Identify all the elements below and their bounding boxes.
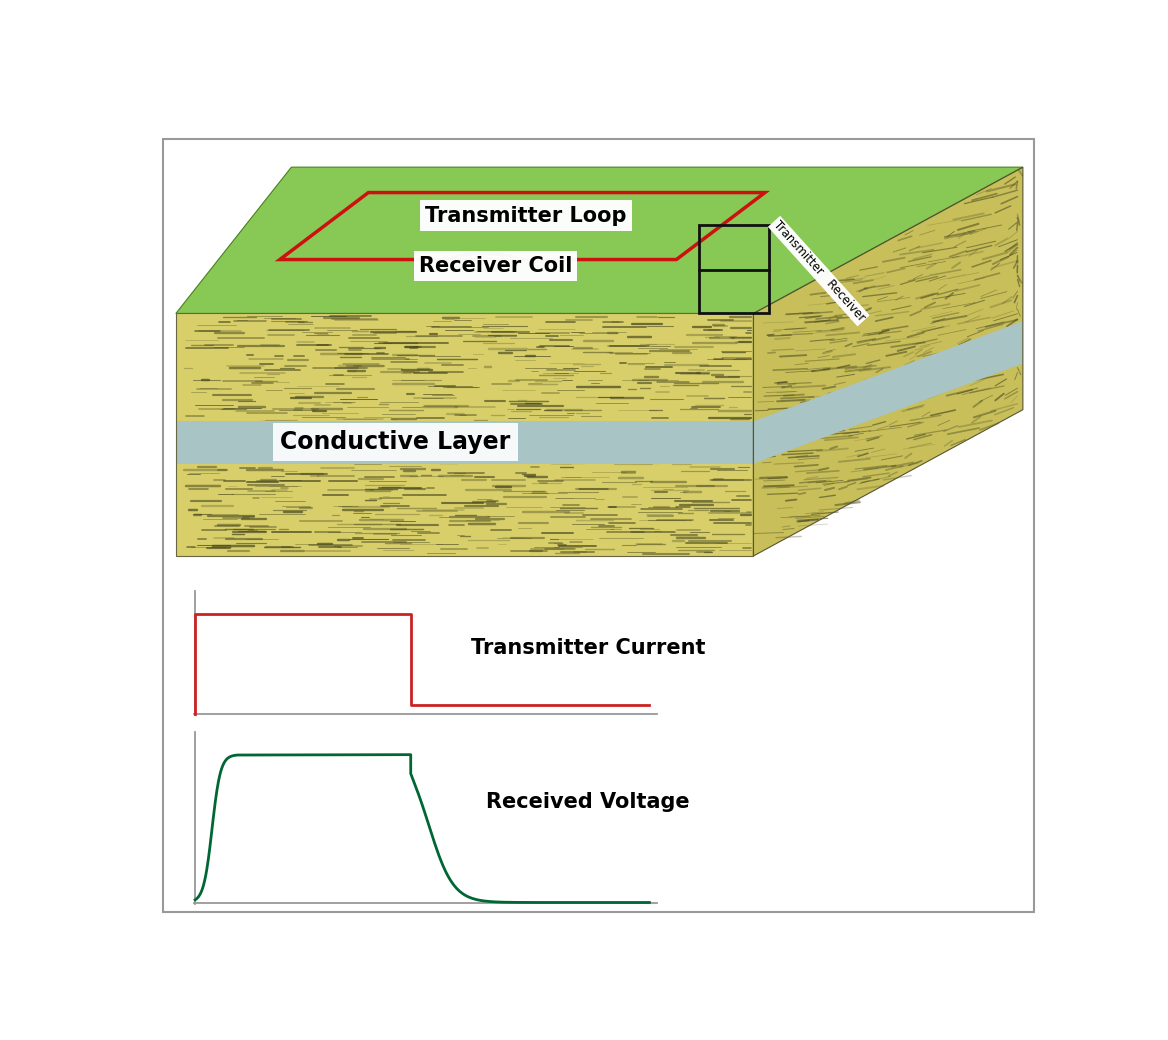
Text: Received Voltage: Received Voltage	[486, 791, 689, 811]
Polygon shape	[176, 167, 1023, 313]
Text: Transmitter   Receiver: Transmitter Receiver	[771, 218, 868, 323]
Polygon shape	[176, 313, 753, 556]
Text: Receiver Coil: Receiver Coil	[419, 256, 572, 276]
FancyBboxPatch shape	[162, 138, 1035, 912]
Polygon shape	[753, 167, 1023, 556]
Text: Transmitter Loop: Transmitter Loop	[425, 206, 627, 226]
Text: Transmitter Current: Transmitter Current	[471, 639, 705, 658]
Polygon shape	[753, 321, 1023, 464]
Polygon shape	[176, 421, 753, 464]
Text: Conductive Layer: Conductive Layer	[280, 431, 510, 454]
